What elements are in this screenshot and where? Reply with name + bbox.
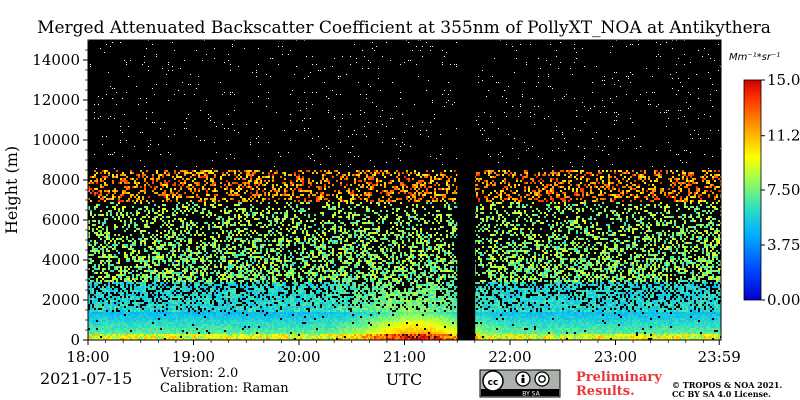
- copyright-line-1: © TROPOS & NOA 2021.: [672, 380, 782, 390]
- x-tick-label: 23:59: [698, 348, 741, 366]
- colorbar-tick-label: 7.50: [767, 181, 800, 199]
- x-tick-label: 23:00: [594, 348, 637, 366]
- x-tick-label: 18:00: [66, 348, 109, 366]
- colorbar-unit: Mm⁻¹*sr⁻¹: [729, 52, 780, 63]
- version-label: Version: 2.0: [159, 366, 238, 381]
- colorbar-tick-label: 0.00: [767, 291, 800, 309]
- x-tick-label: 22:00: [488, 348, 531, 366]
- copyright-line-2: CC BY SA 4.0 License.: [672, 389, 771, 399]
- colorbar: [743, 79, 762, 301]
- y-tick-label: 0: [70, 331, 80, 349]
- colorbar-ticks: 15.0 11.2 7.50 3.75 0.00: [761, 71, 800, 309]
- y-tick-label: 4000: [42, 251, 80, 269]
- x-tick-label: 20:00: [277, 348, 320, 366]
- no-data-gap: [457, 40, 476, 340]
- x-tick-label: 19:00: [172, 348, 215, 366]
- calibration-label: Calibration: Raman: [160, 381, 289, 396]
- cc-license-logo: cc BY SA: [479, 369, 561, 398]
- colorbar-tick-label: 11.2: [767, 127, 800, 145]
- y-tick-label: 6000: [42, 211, 80, 229]
- colorbar-tick-label: 15.0: [767, 71, 800, 89]
- sa-icon: [534, 371, 550, 387]
- colorbar-tick-label: 3.75: [767, 236, 800, 254]
- y-tick-label: 12000: [32, 91, 80, 109]
- x-axis: 18:00 19:00 20:00 21:00 22:00 23:00 23:59: [66, 340, 741, 366]
- chart-title: Merged Attenuated Backscatter Coefficien…: [37, 18, 771, 38]
- x-axis-label: UTC: [386, 370, 422, 389]
- x-tick-label: 21:00: [383, 348, 426, 366]
- y-axis: 0 2000 4000 6000 8000 10000 12000 14000: [32, 49, 88, 349]
- y-tick-label: 14000: [32, 51, 80, 69]
- preliminary-label-1: Preliminary: [576, 370, 662, 385]
- preliminary-label-2: Results.: [576, 384, 635, 399]
- date-label: 2021-07-15: [40, 369, 132, 388]
- y-tick-label: 2000: [42, 291, 80, 309]
- cc-icon: [482, 370, 504, 392]
- y-tick-label: 8000: [42, 171, 80, 189]
- y-axis-label: Height (m): [2, 146, 21, 234]
- y-tick-label: 10000: [32, 131, 80, 149]
